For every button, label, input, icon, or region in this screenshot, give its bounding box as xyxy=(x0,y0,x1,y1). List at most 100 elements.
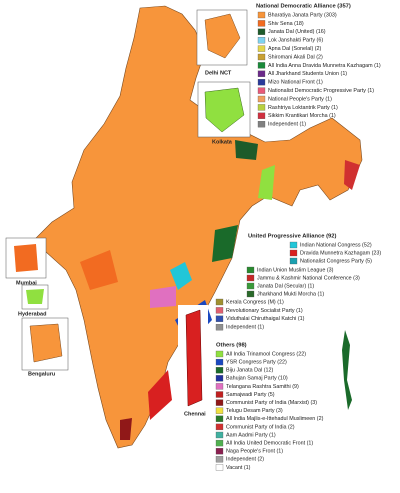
legend-title: Others (98) xyxy=(216,343,247,349)
legend-label: Communist Party of India (2) xyxy=(226,424,295,430)
legend-label: YSR Congress Party (22) xyxy=(226,360,287,366)
legend-label: Shiromani Akali Dal (2) xyxy=(268,54,323,60)
inset-map xyxy=(26,289,44,304)
region xyxy=(150,286,176,308)
legend-swatch xyxy=(246,274,255,282)
legend-label: All India Anna Dravida Munnetra Kazhagam… xyxy=(268,63,381,69)
legend-swatch xyxy=(257,70,266,77)
legend-label: Dravida Munnetra Kazhagam (23) xyxy=(300,250,381,256)
inset-label: Hyderabad xyxy=(18,311,46,317)
legend-label: Nationalist Democratic Progressive Party… xyxy=(268,88,374,94)
legend-swatch xyxy=(257,11,266,19)
legend-swatch xyxy=(246,290,255,298)
legend-label: Viduthalai Chiruthaigal Katchi (1) xyxy=(226,316,305,322)
legend-swatch xyxy=(215,307,224,314)
legend-label: Independent (1) xyxy=(226,325,264,331)
legend-swatch xyxy=(289,257,298,265)
legend-label: Janata Dal (Secular) (1) xyxy=(257,283,314,289)
region xyxy=(148,370,172,420)
islands xyxy=(342,330,352,410)
legend-swatch xyxy=(246,266,255,274)
legend-label: Samajwadi Party (5) xyxy=(226,392,275,398)
inset-map xyxy=(29,323,63,363)
legend-label: Rashtriya Loktantrik Party (1) xyxy=(268,105,338,111)
inset-label: Mumbai xyxy=(16,280,37,286)
inset-map xyxy=(204,87,245,133)
legend-swatch xyxy=(257,121,266,128)
legend-swatch xyxy=(215,367,224,374)
legend-swatch xyxy=(257,112,266,119)
legend-label: Apna Dal (Sonelal) (2) xyxy=(268,46,322,52)
legend-swatch xyxy=(215,358,224,366)
legend-swatch xyxy=(215,383,224,390)
inset-label: Delhi NCT xyxy=(205,70,232,76)
legend-swatch xyxy=(215,448,224,455)
legend-label: Kerala Congress (M) (1) xyxy=(226,299,284,305)
legend-swatch xyxy=(215,456,224,463)
legend-swatch xyxy=(257,104,266,111)
legend-swatch xyxy=(289,241,298,249)
legend-label: Lok Janshakti Party (6) xyxy=(268,38,323,44)
legend-title: United Progressive Alliance (92) xyxy=(248,234,336,240)
legend-swatch xyxy=(257,45,266,52)
legend-label: Shiv Sena (18) xyxy=(268,21,304,27)
legend-swatch xyxy=(257,53,266,61)
region xyxy=(212,225,238,262)
legend-label: Naga People's Front (1) xyxy=(226,449,283,455)
legend-swatch xyxy=(257,62,266,69)
legend-label: Aam Aadmi Party (1) xyxy=(226,432,276,438)
legend-label: National People's Party (1) xyxy=(268,96,332,102)
legend-label: Jharkhand Mukti Morcha (1) xyxy=(257,291,324,297)
legend-swatch xyxy=(215,423,224,431)
legend-label: Vacant (1) xyxy=(226,465,251,471)
legend-label: All India United Democratic Front (1) xyxy=(226,441,313,447)
inset-label: Bengaluru xyxy=(28,371,55,377)
legend-label: Mizo National Front (1) xyxy=(268,80,323,86)
legend-label: All India Majlis-e-Ittehadul Muslimeen (… xyxy=(226,416,324,422)
legend-label: Nationalist Congress Party (5) xyxy=(300,258,372,264)
region xyxy=(80,250,118,290)
inset-map xyxy=(14,244,38,272)
legend-swatch xyxy=(215,298,224,306)
region xyxy=(235,140,258,160)
legend-swatch xyxy=(257,79,266,86)
legend-swatch xyxy=(215,431,224,439)
legend-label: Communist Party of India (Marxist) (3) xyxy=(226,400,317,406)
legend-swatch xyxy=(215,375,224,382)
legend-swatch xyxy=(289,249,298,257)
legend-label: Jammu & Kashmir National Conference (3) xyxy=(257,275,360,281)
legend-label: Telugu Desam Party (3) xyxy=(226,408,283,414)
region xyxy=(258,165,275,200)
legend-swatch xyxy=(215,407,224,414)
legend-label: Indian National Congress (52) xyxy=(300,242,372,248)
legend-label: Janata Dal (United) (16) xyxy=(268,29,326,35)
inset-label: Kolkata xyxy=(212,139,233,145)
legend-label: All Jharkhand Students Union (1) xyxy=(268,71,347,77)
legend-label: Bharatiya Janata Party (303) xyxy=(268,12,337,18)
legend-label: Independent (2) xyxy=(226,457,264,463)
legend-label: Bahujan Samaj Party (10) xyxy=(226,376,288,382)
legend-label: Indian Union Muslim League (3) xyxy=(257,267,334,273)
legend-swatch xyxy=(215,439,224,447)
legend-label: Biju Janata Dal (12) xyxy=(226,368,274,374)
legend-swatch xyxy=(257,95,266,103)
legend-swatch xyxy=(215,315,224,322)
legend-swatch xyxy=(257,28,266,35)
legend-swatch xyxy=(215,391,224,398)
legend-swatch xyxy=(246,282,255,290)
legend-swatch xyxy=(215,464,224,471)
legend-swatch xyxy=(215,324,224,331)
legend-swatch xyxy=(215,350,224,358)
inset-box xyxy=(5,237,47,279)
legend-label: All India Trinamool Congress (22) xyxy=(226,351,306,357)
legend-swatch xyxy=(257,87,266,94)
region xyxy=(170,262,192,290)
legend-label: Sikkim Krantikari Morcha (1) xyxy=(268,113,336,119)
legend-label: Telangana Rashtra Samithi (9) xyxy=(226,384,299,390)
region xyxy=(344,160,360,190)
legend-swatch xyxy=(215,399,224,406)
legend-swatch xyxy=(257,20,266,27)
legend-swatch xyxy=(257,37,266,44)
legend-label: Independent (1) xyxy=(268,122,306,128)
